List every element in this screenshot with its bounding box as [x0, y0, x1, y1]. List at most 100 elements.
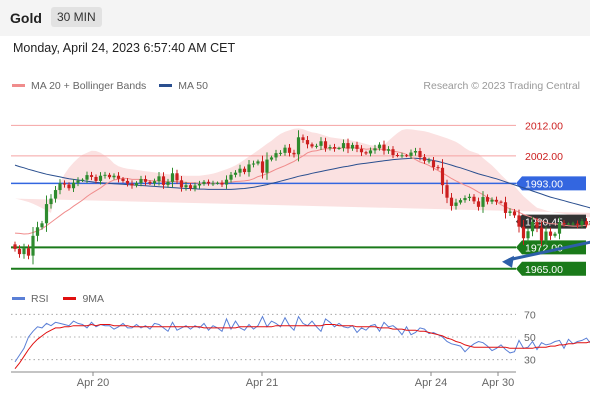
candle-body: [283, 147, 287, 153]
candle-body: [166, 181, 170, 185]
ma20-legend-swatch: [12, 83, 25, 87]
candle-body: [287, 147, 292, 153]
candle-body: [143, 179, 148, 182]
level-label: 2012.00: [525, 120, 563, 132]
ma50-line: [14, 157, 590, 209]
candle-body: [278, 152, 283, 154]
candle-body: [400, 155, 404, 157]
candle-body: [427, 160, 431, 162]
candle-body: [566, 223, 571, 225]
candle-body: [499, 201, 503, 203]
candle-body: [152, 181, 157, 184]
candle-body: [242, 168, 247, 173]
top-bar: Gold 30 MIN: [0, 0, 590, 36]
x-tick-label: Apr 30: [482, 377, 514, 389]
candle-body: [395, 154, 400, 156]
candle-body: [202, 181, 206, 184]
candle-body: [584, 221, 589, 225]
level-tag-support: [516, 261, 586, 276]
candle-body: [314, 145, 319, 147]
chart-timestamp: Monday, April 24, 2023 6:57:40 AM CET: [13, 41, 236, 55]
candle-body: [292, 152, 296, 155]
candle-body: [409, 152, 413, 156]
candle-body: [521, 226, 526, 239]
candle-body: [247, 164, 251, 173]
candle-body: [319, 141, 323, 146]
candle-body: [575, 223, 580, 226]
copyright-notice: Research © 2023 Trading Central: [423, 80, 580, 92]
candle-body: [116, 175, 121, 179]
x-tick-label: Apr 20: [77, 377, 109, 389]
rsi-legend: RSI 9MA: [12, 293, 104, 305]
candle-body: [449, 197, 454, 206]
candle-body: [22, 248, 26, 255]
price-legend: MA 20 + Bollinger Bands MA 50: [12, 80, 208, 92]
candle-body: [40, 223, 44, 228]
rsi-ma-line: [14, 323, 590, 370]
candle-body: [220, 182, 224, 185]
candle-body: [238, 168, 242, 173]
candle-body: [467, 196, 472, 198]
candle-body: [328, 147, 332, 149]
rsi-line: [14, 315, 590, 363]
candle-body: [418, 151, 422, 158]
candle-body: [89, 175, 94, 177]
candle-body: [76, 180, 80, 183]
rsi-tick-label: 70: [524, 309, 536, 321]
candle-body: [553, 233, 557, 236]
forecast-arrow-line: [508, 240, 590, 262]
candle-body: [359, 148, 364, 153]
candle-body: [53, 190, 58, 199]
candle-body: [341, 143, 346, 148]
candle-body: [215, 182, 220, 184]
candle-body: [71, 182, 76, 189]
symbol-title: Gold: [10, 10, 42, 26]
candle-body: [184, 185, 188, 188]
rsi-tick-label: 50: [524, 332, 536, 344]
candle-body: [422, 157, 427, 161]
level-label: 1993.00: [525, 178, 563, 190]
candle-body: [260, 161, 265, 173]
timeframe-button[interactable]: 30 MIN: [51, 7, 102, 27]
candle-body: [548, 231, 553, 236]
candle-body: [436, 167, 440, 169]
candle-body: [557, 223, 562, 234]
candle-body: [179, 180, 184, 188]
candle-body: [85, 175, 89, 180]
candle-body: [377, 144, 382, 149]
candle-body: [197, 183, 202, 186]
candle-body: [562, 223, 566, 224]
candle-body: [485, 197, 490, 202]
ma50-legend-label: MA 50: [178, 80, 208, 92]
candle-body: [481, 197, 485, 207]
candle-body: [265, 159, 269, 173]
candle-body: [98, 175, 103, 181]
candle-body: [224, 179, 229, 185]
candle-body: [355, 144, 359, 149]
candle-body: [490, 199, 494, 202]
candle-body: [337, 147, 341, 149]
candle-body: [503, 202, 508, 213]
candle-body: [440, 167, 445, 186]
candle-body: [364, 152, 368, 154]
ma50-legend-swatch: [159, 83, 173, 87]
candle-body: [31, 235, 35, 256]
candle-body: [256, 161, 260, 164]
candle-body: [476, 201, 481, 207]
candle-body: [103, 174, 107, 176]
candle-body: [368, 150, 373, 154]
candle-body: [26, 248, 31, 256]
candle-body: [305, 140, 310, 145]
candle-body: [251, 163, 256, 165]
candle-body: [494, 199, 499, 202]
candle-body: [535, 222, 539, 228]
candle-body: [296, 137, 301, 155]
candle-body: [170, 173, 175, 182]
level-label: 2002.00: [525, 151, 563, 163]
candle-body: [391, 149, 395, 155]
candle-body: [526, 231, 530, 239]
candle-body: [512, 211, 517, 216]
candle-body: [17, 248, 22, 255]
level-label: 1965.00: [525, 264, 563, 276]
